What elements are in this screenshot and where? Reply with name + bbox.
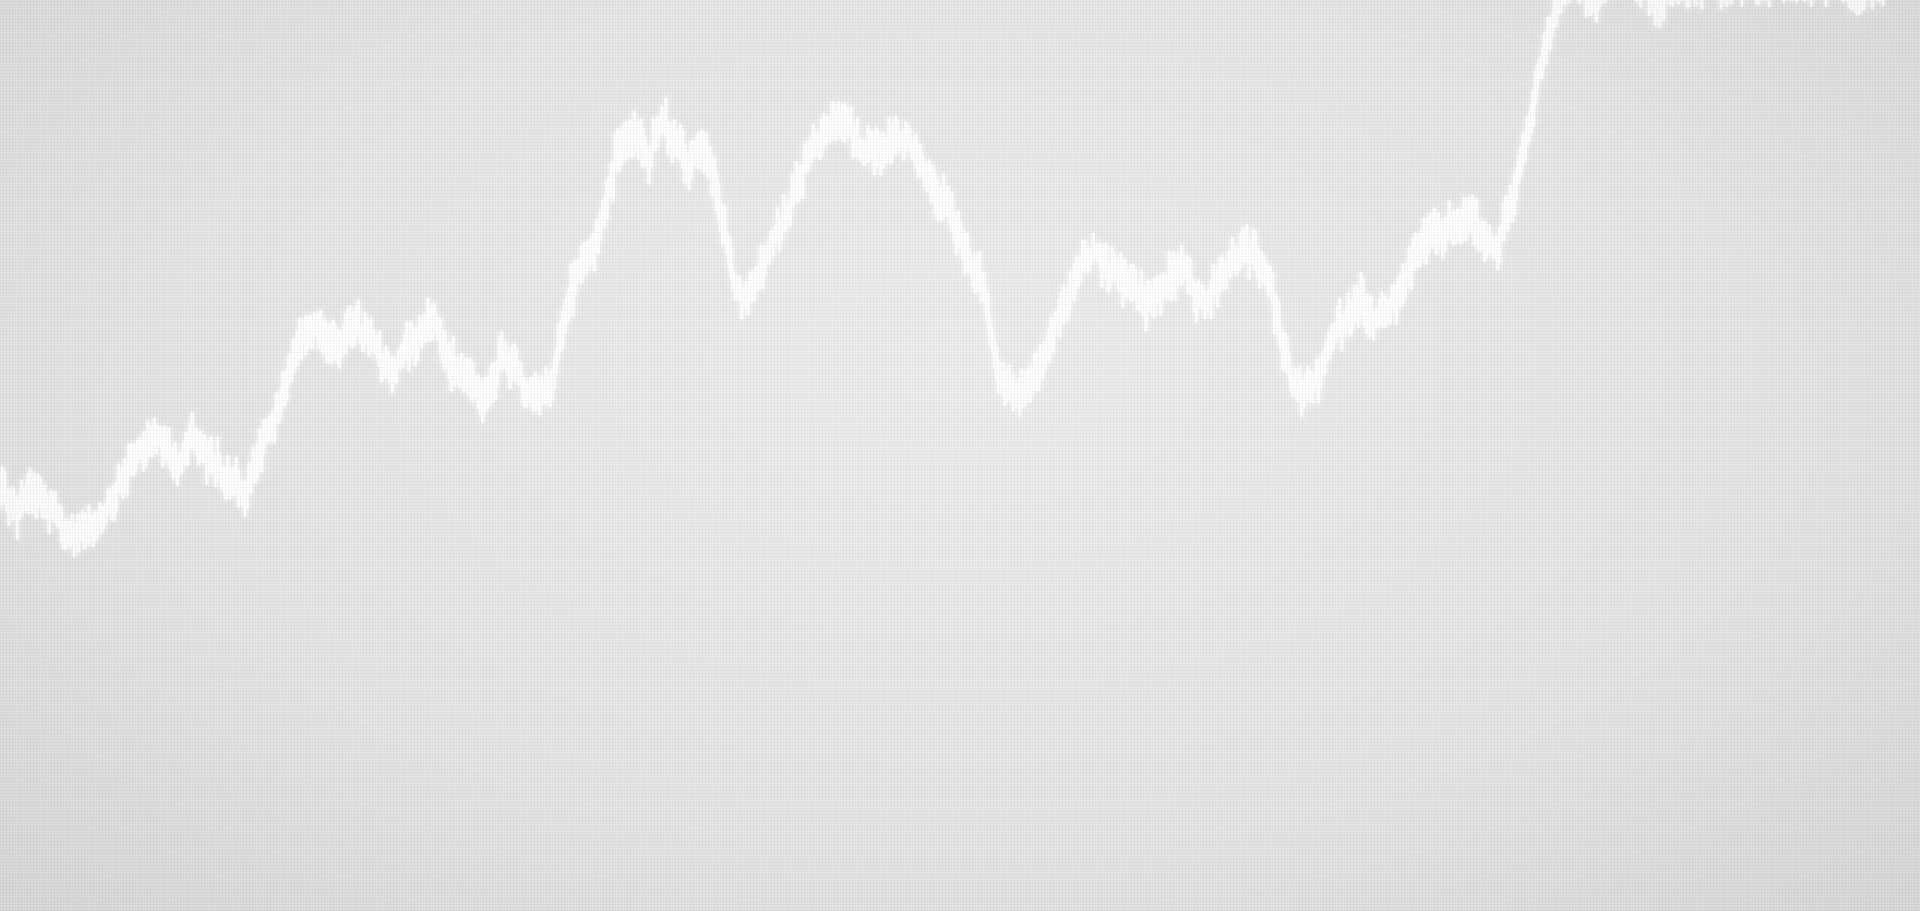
price-trace (0, 0, 1885, 558)
trace-core-line (0, 0, 1866, 540)
